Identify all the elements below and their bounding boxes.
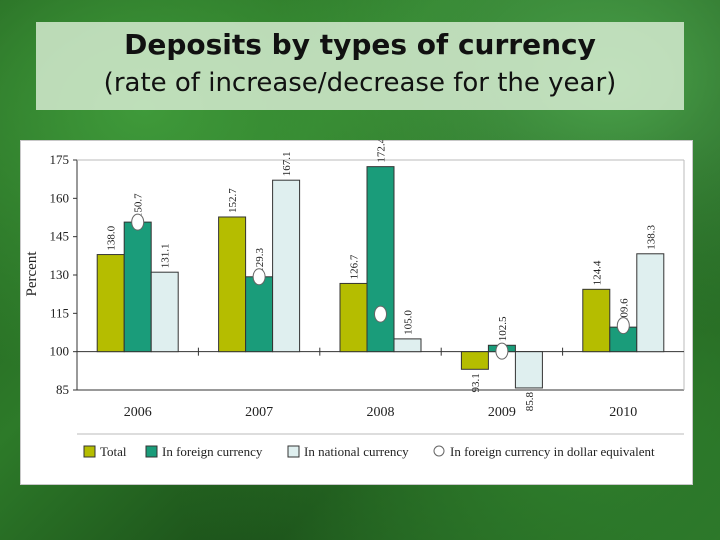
bar: [123, 221, 152, 353]
bar-value-label: 172.4: [376, 140, 388, 163]
x-category-label: 2007: [245, 405, 273, 420]
bar: [150, 271, 179, 353]
y-tick-label: 160: [50, 190, 70, 205]
bar: [218, 216, 247, 353]
bar: [366, 166, 395, 353]
chart-panel: Percent 85 100 115 130 145 160 175 138.0 150.7 13…: [20, 137, 693, 485]
legend-swatch: [145, 445, 158, 458]
x-category-label: 2008: [367, 405, 395, 420]
bar: [245, 276, 274, 353]
dollar-equivalent-marker: [616, 317, 630, 335]
bar-value-label: 109.6: [618, 298, 630, 323]
legend-swatch: [287, 445, 300, 458]
bar-value-label: 167.1: [281, 151, 293, 176]
bar: [339, 282, 368, 353]
bar-value-label: 124.4: [591, 260, 603, 285]
legend-swatch: [83, 445, 96, 458]
bar: [272, 179, 301, 353]
legend-marker: [433, 445, 445, 457]
x-category-label: 2009: [488, 405, 516, 420]
dollar-equivalent-marker: [495, 342, 509, 360]
bar: [393, 338, 422, 353]
bar-value-label: 138.0: [106, 225, 118, 250]
y-tick-label: 115: [50, 305, 69, 320]
y-tick-label: 145: [50, 229, 70, 244]
dollar-equivalent-marker: [252, 268, 266, 286]
bar-value-label: 138.3: [645, 225, 657, 250]
slide-subtitle: (rate of increase/decrease for the year): [103, 68, 617, 98]
legend-label: Total: [100, 444, 127, 459]
slide-title: Deposits by types of currency: [124, 28, 596, 61]
title-box: Deposits by types of currency (rate of i…: [36, 22, 684, 110]
bar-value-label: 150.7: [133, 193, 145, 218]
x-category-label: 2006: [124, 405, 152, 420]
bar-value-label: 129.3: [254, 248, 266, 273]
legend-label: In foreign currency in dollar equivalent: [450, 444, 655, 459]
bar-value-label: 131.1: [160, 243, 172, 268]
bar: [636, 253, 665, 353]
y-tick-label: 130: [50, 267, 70, 282]
x-category-label: 2010: [609, 405, 637, 420]
bar: [96, 254, 125, 353]
bar: [582, 288, 611, 353]
bar-value-label: 93.1: [470, 373, 482, 392]
dollar-equivalent-marker: [131, 213, 145, 231]
bar-value-label: 102.5: [497, 316, 509, 341]
bar-value-label: 85.8: [524, 391, 536, 411]
dollar-equivalent-marker: [374, 305, 387, 323]
legend-label: In national currency: [304, 444, 409, 459]
y-tick-label: 85: [56, 382, 69, 397]
bar-value-label: 105.0: [403, 310, 415, 335]
bar-chart: Percent 85 100 115 130 145 160 175 138.0 150.7 13…: [20, 137, 693, 485]
y-tick-label: 175: [50, 152, 70, 167]
y-tick-label: 100: [50, 344, 70, 359]
bar: [514, 351, 543, 389]
bar: [460, 351, 489, 370]
legend-label: In foreign currency: [162, 444, 263, 459]
bar-value-label: 126.7: [349, 254, 361, 279]
bar-value-label: 152.7: [227, 188, 239, 213]
y-axis-label: Percent: [24, 251, 40, 297]
